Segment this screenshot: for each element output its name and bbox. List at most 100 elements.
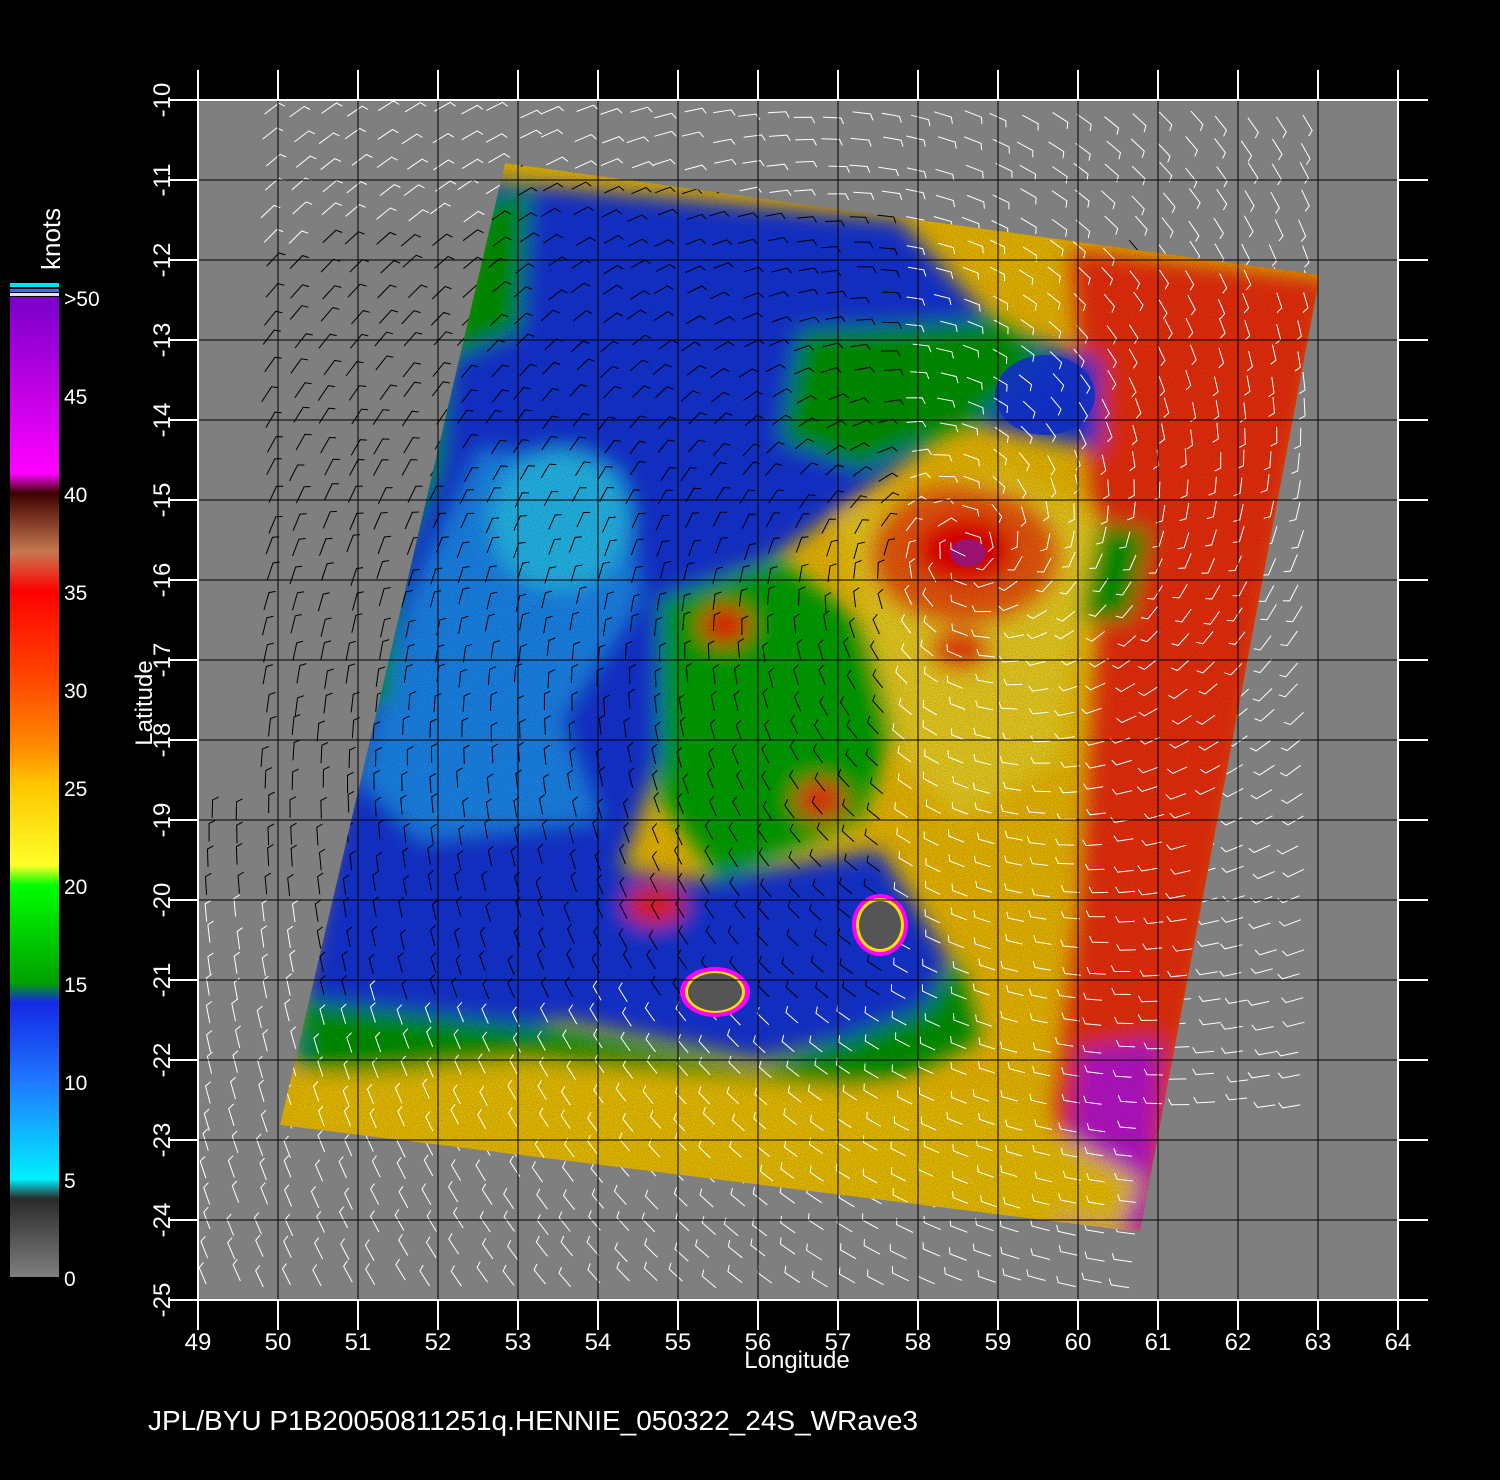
- y-tick-label: -17: [149, 643, 176, 678]
- wind-barb: [866, 802, 881, 820]
- wind-barb: [654, 667, 662, 688]
- wind-barb: [946, 675, 963, 689]
- wind-barb: [628, 688, 635, 709]
- map-plot: 49 50 51 52 53 54 55 56 57 58 59 60 61 62 63 64-10-11-1…: [149, 70, 1428, 1356]
- wind-barb: [1171, 715, 1192, 725]
- wind-barb: [1089, 935, 1109, 943]
- wind-barb: [789, 769, 799, 790]
- wind-barb: [890, 1141, 906, 1157]
- wind-barb: [542, 773, 549, 794]
- wind-barb: [548, 514, 562, 530]
- wind-barb: [351, 613, 363, 633]
- wind-barb: [680, 466, 697, 481]
- wind-barb: [1138, 659, 1158, 670]
- wind-barb: [743, 134, 766, 141]
- wind-barb: [907, 266, 927, 277]
- wind-barb: [815, 980, 829, 998]
- wind-barb: [772, 388, 793, 398]
- wind-barb: [395, 1258, 406, 1281]
- wind-barb: [937, 517, 958, 527]
- wind-barb: [1050, 396, 1062, 416]
- wind-barb: [1243, 215, 1254, 238]
- wind-barb: [1031, 888, 1051, 898]
- wind-barb: [949, 696, 966, 710]
- wind-barb: [1302, 292, 1309, 313]
- wind-barb: [764, 463, 783, 477]
- wind-barb: [316, 823, 323, 846]
- wind-barb: [759, 1164, 774, 1182]
- wind-barb: [766, 441, 785, 454]
- wind-barb: [377, 128, 399, 140]
- wind-barb: [1170, 868, 1191, 875]
- wind-barb: [793, 664, 799, 685]
- wind-barb: [228, 1103, 235, 1126]
- wind-barb: [345, 361, 364, 377]
- wind-barb: [1019, 164, 1037, 181]
- wind-barb: [838, 1035, 853, 1052]
- wind-barb: [1106, 325, 1117, 345]
- wind-barb: [922, 1242, 941, 1257]
- wind-barb: [788, 850, 800, 870]
- wind-barb: [1086, 967, 1106, 975]
- wind-barb: [688, 439, 706, 453]
- wind-barb: [950, 1061, 967, 1075]
- wind-barb: [284, 998, 291, 1022]
- wind-barb: [402, 715, 410, 735]
- wind-barb: [1249, 739, 1271, 752]
- wind-barb: [1247, 999, 1270, 1006]
- wind-barb: [1152, 530, 1165, 548]
- wind-barb: [266, 436, 283, 453]
- wind-barb: [261, 953, 268, 976]
- wind-barb: [568, 822, 575, 844]
- wind-barb: [571, 487, 587, 503]
- wind-barb: [1163, 397, 1170, 418]
- wind-barb: [1278, 1102, 1301, 1109]
- wind-barb: [1216, 166, 1228, 188]
- wind-barb: [1152, 481, 1161, 501]
- wind-barb: [1048, 141, 1065, 159]
- wind-barb: [457, 566, 470, 583]
- wind-barb: [289, 464, 305, 482]
- wind-barb: [540, 129, 564, 138]
- wind-barb: [1036, 557, 1052, 573]
- wind-barb: [619, 843, 626, 865]
- wind-barb: [348, 385, 367, 401]
- wind-barb: [263, 228, 284, 243]
- wind-barb: [1101, 266, 1114, 286]
- wind-barb: [1104, 116, 1120, 135]
- colorbar-cap-cyan: [10, 283, 59, 287]
- wind-barb: [540, 309, 560, 322]
- wind-barb: [348, 746, 356, 769]
- wind-barb: [349, 850, 356, 871]
- wind-barb: [653, 792, 660, 813]
- wind-barb: [562, 1029, 572, 1050]
- wind-barb: [654, 130, 677, 137]
- wind-barb: [1137, 1014, 1158, 1021]
- wind-barb: [1232, 526, 1245, 544]
- wind-barb: [487, 845, 494, 867]
- wind-barb: [1281, 793, 1303, 804]
- wind-barb: [462, 434, 479, 449]
- wind-barb: [350, 333, 369, 349]
- wind-barb: [294, 333, 313, 349]
- wind-barb: [377, 284, 397, 299]
- wind-barb: [742, 160, 765, 167]
- wind-barb: [463, 744, 470, 765]
- wind-barb: [1007, 1061, 1026, 1074]
- wind-barb: [842, 980, 857, 998]
- wind-barb: [540, 207, 561, 217]
- wind-barb: [1165, 844, 1187, 851]
- wind-barb: [809, 1165, 824, 1182]
- wind-barb: [347, 283, 367, 298]
- wind-barb: [429, 925, 436, 946]
- wind-barb: [316, 720, 326, 742]
- wind-barb: [648, 930, 658, 951]
- wind-barb: [1185, 167, 1198, 189]
- wind-barb: [947, 935, 964, 949]
- wind-barb: [1116, 715, 1137, 724]
- wind-barb: [739, 489, 756, 504]
- wind-barb: [738, 113, 761, 120]
- wind-barb: [1244, 320, 1251, 341]
- wind-barb: [519, 129, 542, 139]
- wind-barb: [1055, 857, 1075, 865]
